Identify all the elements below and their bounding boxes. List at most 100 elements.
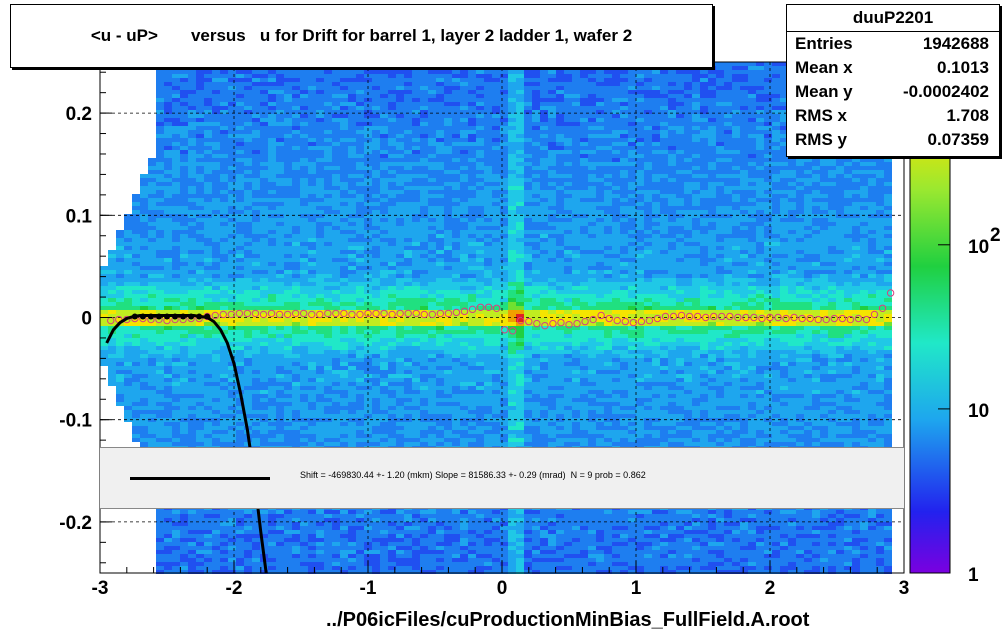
heatmap-cell (556, 102, 564, 106)
heatmap-cell (164, 186, 172, 190)
heatmap-cell (204, 142, 212, 146)
heatmap-cell (228, 74, 236, 78)
heatmap-cell (556, 190, 564, 194)
heatmap-cell (708, 202, 716, 206)
heatmap-cell (412, 138, 420, 142)
heatmap-cell (572, 130, 580, 134)
heatmap-cell (820, 266, 828, 270)
heatmap-cell (316, 110, 324, 114)
heatmap-cell (708, 74, 716, 78)
heatmap-cell (396, 266, 404, 270)
heatmap-cell (524, 166, 532, 170)
heatmap-cell (620, 202, 628, 206)
heatmap-cell (180, 258, 188, 262)
heatmap-cell (724, 194, 732, 198)
heatmap-cell (204, 138, 212, 142)
heatmap-cell (372, 162, 380, 166)
heatmap-cell (420, 102, 428, 106)
heatmap-cell (404, 78, 412, 82)
heatmap-cell (564, 94, 572, 98)
heatmap-cell (236, 262, 244, 266)
heatmap-cell (500, 254, 508, 258)
heatmap-cell (708, 174, 716, 178)
heatmap-cell (244, 94, 252, 98)
heatmap-cell (372, 198, 380, 202)
heatmap-cell (236, 146, 244, 150)
heatmap-cell (340, 146, 348, 150)
heatmap-cell (692, 242, 700, 246)
heatmap-cell (508, 170, 516, 174)
heatmap-cell (420, 94, 428, 98)
heatmap-cell (436, 182, 444, 186)
heatmap-cell (188, 70, 196, 74)
heatmap-cell (188, 202, 196, 206)
heatmap-cell (436, 174, 444, 178)
heatmap-cell (404, 166, 412, 170)
heatmap-cell (548, 250, 556, 254)
heatmap-cell (804, 178, 812, 182)
heatmap-cell (404, 134, 412, 138)
heatmap-cell (612, 198, 620, 202)
heatmap-cell (316, 74, 324, 78)
heatmap-cell (580, 82, 588, 86)
heatmap-cell (660, 166, 668, 170)
heatmap-cell (284, 182, 292, 186)
heatmap-cell (356, 110, 364, 114)
heatmap-cell (252, 234, 260, 238)
heatmap-cell (756, 130, 764, 134)
heatmap-cell (764, 162, 772, 166)
heatmap-cell (340, 106, 348, 110)
heatmap-cell (380, 266, 388, 270)
heatmap-cell (540, 210, 548, 214)
heatmap-cell (852, 178, 860, 182)
heatmap-cell (740, 114, 748, 118)
heatmap-cell (348, 90, 356, 94)
heatmap-cell (780, 78, 788, 82)
heatmap-cell (516, 74, 524, 78)
heatmap-cell (332, 174, 340, 178)
heatmap-cell (308, 118, 316, 122)
heatmap-cell (332, 194, 340, 198)
heatmap-cell (668, 94, 676, 98)
heatmap-cell (740, 126, 748, 130)
heatmap-cell (332, 254, 340, 258)
heatmap-cell (884, 166, 892, 170)
heatmap-cell (756, 162, 764, 166)
heatmap-cell (604, 270, 612, 274)
heatmap-cell (444, 166, 452, 170)
heatmap-cell (436, 106, 444, 110)
heatmap-cell (372, 70, 380, 74)
heatmap-cell (764, 126, 772, 130)
heatmap-cell (292, 178, 300, 182)
heatmap-cell (652, 94, 660, 98)
heatmap-cell (260, 130, 268, 134)
heatmap-cell (244, 106, 252, 110)
heatmap-cell (332, 270, 340, 274)
heatmap-cell (708, 90, 716, 94)
heatmap-cell (260, 78, 268, 82)
heatmap-cell (204, 230, 212, 234)
heatmap-cell (676, 86, 684, 90)
heatmap-cell (164, 250, 172, 254)
heatmap-cell (804, 242, 812, 246)
heatmap-cell (676, 214, 684, 218)
heatmap-cell (780, 162, 788, 166)
heatmap-cell (628, 258, 636, 262)
heatmap-cell (308, 122, 316, 126)
heatmap-cell (260, 186, 268, 190)
heatmap-cell (260, 262, 268, 266)
heatmap-cell (172, 226, 180, 230)
heatmap-cell (364, 70, 372, 74)
heatmap-cell (484, 250, 492, 254)
heatmap-cell (340, 138, 348, 142)
heatmap-cell (580, 170, 588, 174)
heatmap-cell (444, 162, 452, 166)
heatmap-cell (564, 118, 572, 122)
heatmap-cell (844, 250, 852, 254)
heatmap-cell (300, 170, 308, 174)
heatmap-cell (172, 174, 180, 178)
heatmap-cell (644, 154, 652, 158)
heatmap-cell (172, 98, 180, 102)
heatmap-cell (564, 218, 572, 222)
heatmap-cell (404, 170, 412, 174)
